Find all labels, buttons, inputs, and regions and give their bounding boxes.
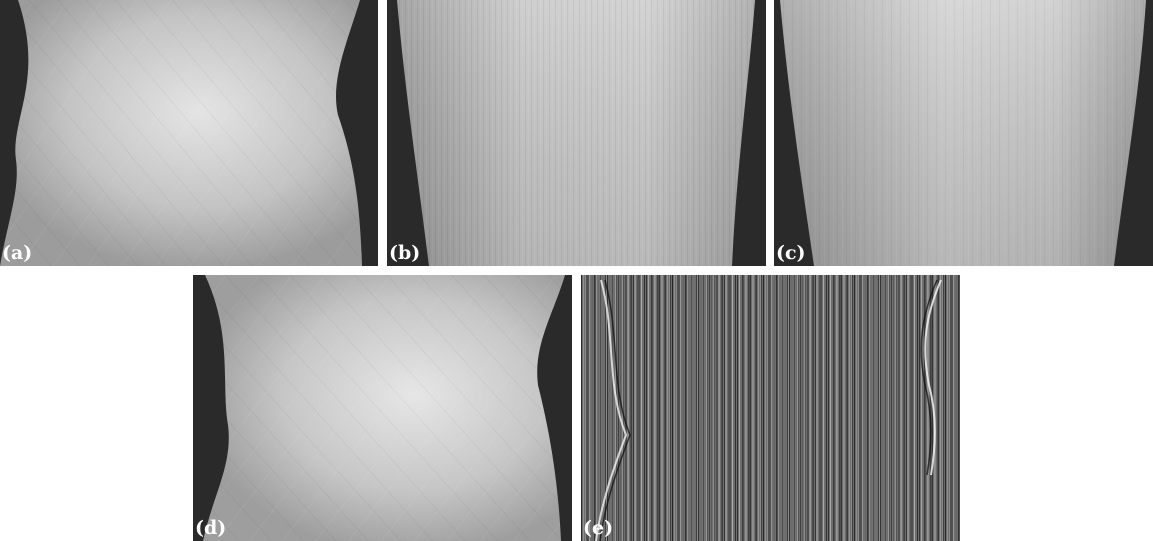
difference-panel-e: (e) [581,275,960,541]
panel-label-a: (a) [2,242,33,264]
panel-label-d: (d) [195,517,227,539]
sinogram-image-a [0,0,378,266]
sinogram-image-b [387,0,766,266]
difference-image-e [581,275,960,541]
sinogram-panel-b: (b) [387,0,766,266]
sinogram-panel-d: (d) [193,275,572,541]
sinogram-panel-c: (c) [774,0,1153,266]
panel-label-c: (c) [776,242,806,264]
sinogram-panel-a: (a) [0,0,378,266]
sinogram-image-c [774,0,1153,266]
sinogram-image-d [193,275,572,541]
panel-label-b: (b) [389,242,421,264]
panel-label-e: (e) [583,517,614,539]
